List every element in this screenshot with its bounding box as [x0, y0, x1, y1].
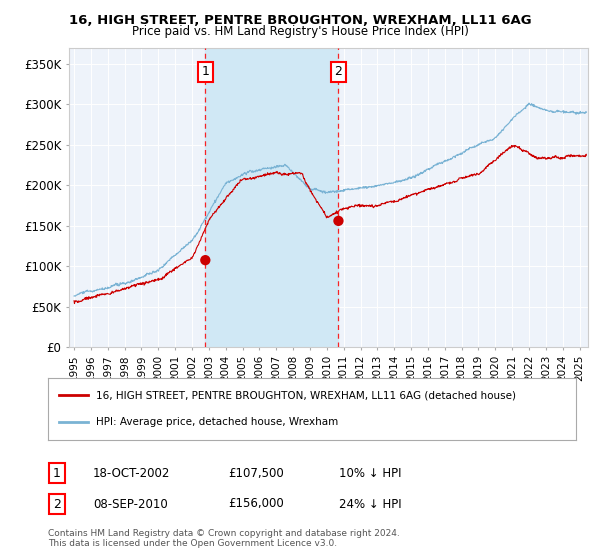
Bar — [205, 48, 338, 347]
Text: HPI: Average price, detached house, Wrexham: HPI: Average price, detached house, Wrex… — [95, 417, 338, 427]
Text: 18-OCT-2002: 18-OCT-2002 — [93, 466, 170, 480]
Text: 1: 1 — [53, 466, 61, 480]
Text: 1: 1 — [202, 66, 209, 78]
Text: £107,500: £107,500 — [228, 466, 284, 480]
Text: 16, HIGH STREET, PENTRE BROUGHTON, WREXHAM, LL11 6AG (detached house): 16, HIGH STREET, PENTRE BROUGHTON, WREXH… — [95, 390, 515, 400]
Point — [334, 216, 343, 225]
Text: Contains HM Land Registry data © Crown copyright and database right 2024.
This d: Contains HM Land Registry data © Crown c… — [48, 529, 400, 548]
Text: 08-SEP-2010: 08-SEP-2010 — [93, 497, 168, 511]
Text: 24% ↓ HPI: 24% ↓ HPI — [339, 497, 401, 511]
Text: 2: 2 — [335, 66, 343, 78]
Point — [200, 256, 210, 265]
Text: 10% ↓ HPI: 10% ↓ HPI — [339, 466, 401, 480]
Text: 2: 2 — [53, 497, 61, 511]
Text: 16, HIGH STREET, PENTRE BROUGHTON, WREXHAM, LL11 6AG: 16, HIGH STREET, PENTRE BROUGHTON, WREXH… — [68, 14, 532, 27]
Text: £156,000: £156,000 — [228, 497, 284, 511]
Text: Price paid vs. HM Land Registry's House Price Index (HPI): Price paid vs. HM Land Registry's House … — [131, 25, 469, 38]
